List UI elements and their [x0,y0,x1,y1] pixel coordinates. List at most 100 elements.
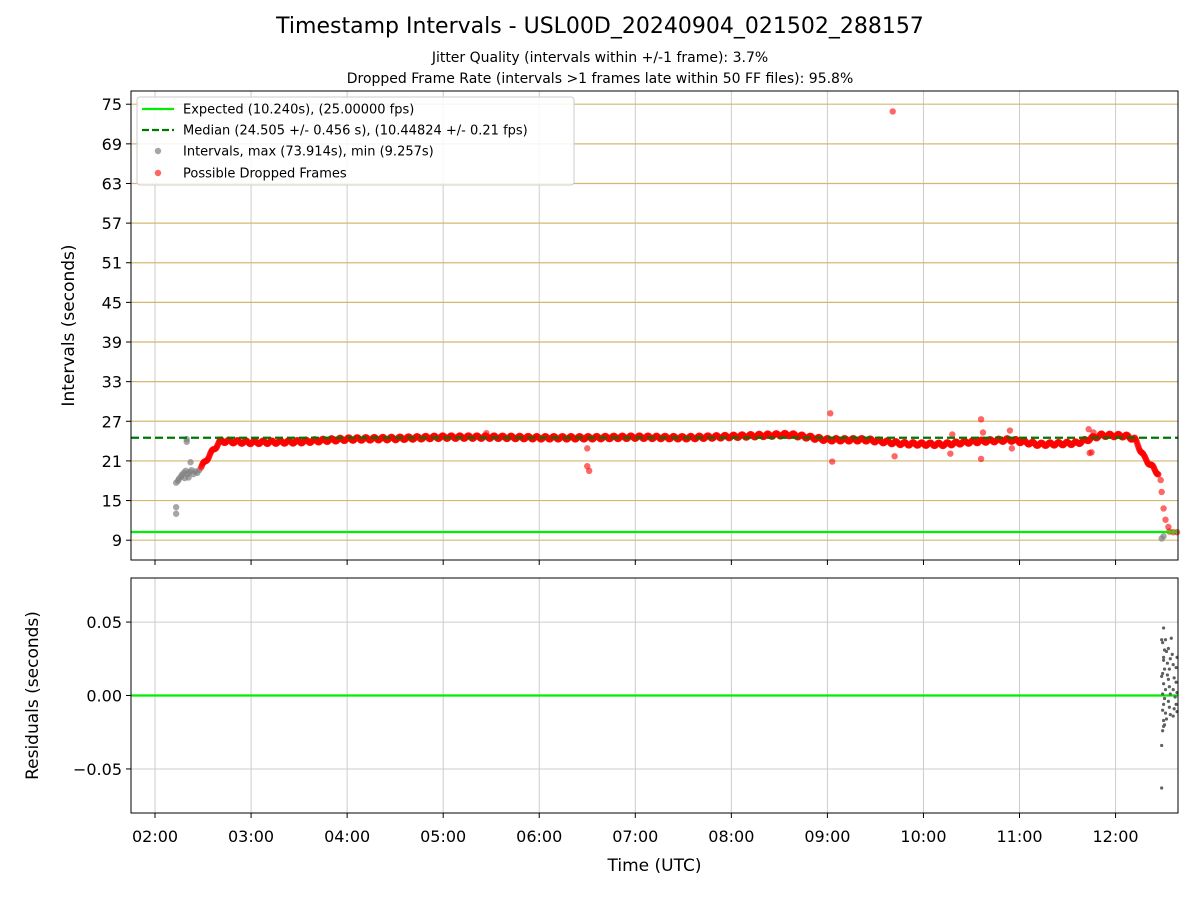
residual-point [1161,724,1166,728]
residual-point [1163,711,1168,715]
chart-subtitle-dropped: Dropped Frame Rate (intervals >1 frames … [346,71,854,87]
x-tick-label: 10:00 [900,827,946,846]
legend-box [136,96,575,186]
top-y-tick-label: 39 [102,333,122,352]
bottom-panel: 0.05 0.00 −0.05 02:00 03:00 04:00 05:00 06:00 07… [23,577,1179,876]
top-panel: 9 15 21 27 33 39 45 51 57 63 69 75 Intervals (second… [59,90,1181,565]
residual-point [1174,680,1178,684]
interval-point [1160,533,1167,540]
residual-point [1162,696,1167,701]
dropped-frame-point [1155,471,1162,478]
x-tick-label: 12:00 [1093,827,1139,846]
x-tick-label: 04:00 [324,827,370,846]
dropped-frame-point [829,458,836,465]
x-tick-label: 05:00 [420,827,466,846]
top-y-tick-label: 21 [102,452,122,471]
top-y-tick-label: 75 [102,95,122,114]
interval-point [185,474,192,481]
residual-point [1161,692,1165,696]
residual-point [1164,649,1169,654]
residual-point [1160,786,1164,790]
residual-point [1165,673,1170,677]
residual-point [1167,667,1171,671]
residual-point [1169,636,1173,640]
bottom-y-tick-label: 0.00 [86,687,122,706]
dropped-frame-point [889,108,896,115]
residual-point [1172,707,1176,711]
dropped-frame-point [1090,429,1097,436]
residual-point [1161,729,1165,733]
residual-point [1171,714,1175,718]
residual-point [1174,702,1178,706]
top-y-axis-label: Intervals (seconds) [59,244,79,406]
bottom-y-tick-label: 0.05 [86,613,122,632]
top-y-tick-label: 45 [102,293,122,312]
dropped-frame-point [1162,516,1169,523]
dropped-frame-point [891,453,898,460]
residual-point [1167,685,1171,689]
residual-point [1160,674,1164,679]
residual-point [1164,717,1169,721]
top-y-tick-label: 9 [112,531,122,550]
legend: Expected (10.240s), (25.00000 fps) Median… [136,96,575,186]
top-y-tick-label: 63 [102,174,122,193]
x-axis-label: Time (UTC) [607,856,702,876]
top-y-tick-label: 27 [102,412,122,431]
dropped-frame-point [1008,445,1016,452]
chart-subtitle-jitter: Jitter Quality (intervals within +/-1 fr… [431,50,769,66]
legend-entry-label: Expected (10.240s), (25.00000 fps) [183,103,414,118]
legend-entry-label: Median (24.505 +/- 0.456 s), (10.44824 +… [183,124,528,139]
top-y-tick-label: 69 [102,135,122,154]
dropped-frame-point [949,431,956,438]
legend-dropped-swatch [154,169,162,177]
x-tick-label: 02:00 [132,827,178,846]
residual-point [1161,718,1166,723]
residual-point [1170,652,1174,656]
interval-point [172,503,180,511]
top-y-tick-label: 33 [102,373,122,392]
residual-point [1173,695,1177,699]
dropped-frame-point [1006,427,1014,434]
residual-point [1162,667,1167,671]
residual-point [1168,692,1172,696]
legend-entry-label: Intervals, max (73.914s), min (9.257s) [183,145,434,160]
x-tick-label: 06:00 [516,827,562,846]
residual-point [1171,688,1175,692]
residual-point [1168,657,1172,661]
x-tick-label: 08:00 [708,827,754,846]
x-tick-label: 07:00 [612,827,658,846]
top-y-tick-label: 51 [102,254,122,273]
residual-point [1161,702,1166,706]
dropped-frame-point [584,445,591,452]
residual-point [1161,708,1165,712]
residual-point [1160,638,1164,642]
dropped-frame-point [1088,449,1095,456]
bottom-y-axis-label: Residuals (seconds) [23,611,43,780]
dropped-frame-point [827,410,834,417]
residual-point [1172,676,1176,680]
residual-point [1171,663,1175,667]
residual-point [1166,646,1170,651]
interval-point [187,459,194,466]
x-tick-label: 11:00 [996,827,1042,846]
dropped-frame-point [977,455,985,463]
residual-point [1161,658,1166,662]
dropped-frame-point [1157,476,1164,484]
x-tick-label: 03:00 [228,827,274,846]
residual-point [1161,626,1166,630]
residual-point [1174,665,1178,670]
dropped-frame-point [1158,488,1165,496]
residual-point [1165,661,1170,665]
chart-title: Timestamp Intervals - USL00D_20240904_02… [276,14,924,39]
dropped-frame-point [977,416,985,423]
residual-point [1166,699,1170,703]
legend-interval-swatch [154,147,162,155]
x-tick-label: 09:00 [804,827,850,846]
residual-point [1168,712,1172,717]
top-plot-frame [130,90,1179,561]
residual-point [1167,705,1171,709]
residual-point [1161,655,1166,659]
dropped-frame-point [483,429,490,437]
